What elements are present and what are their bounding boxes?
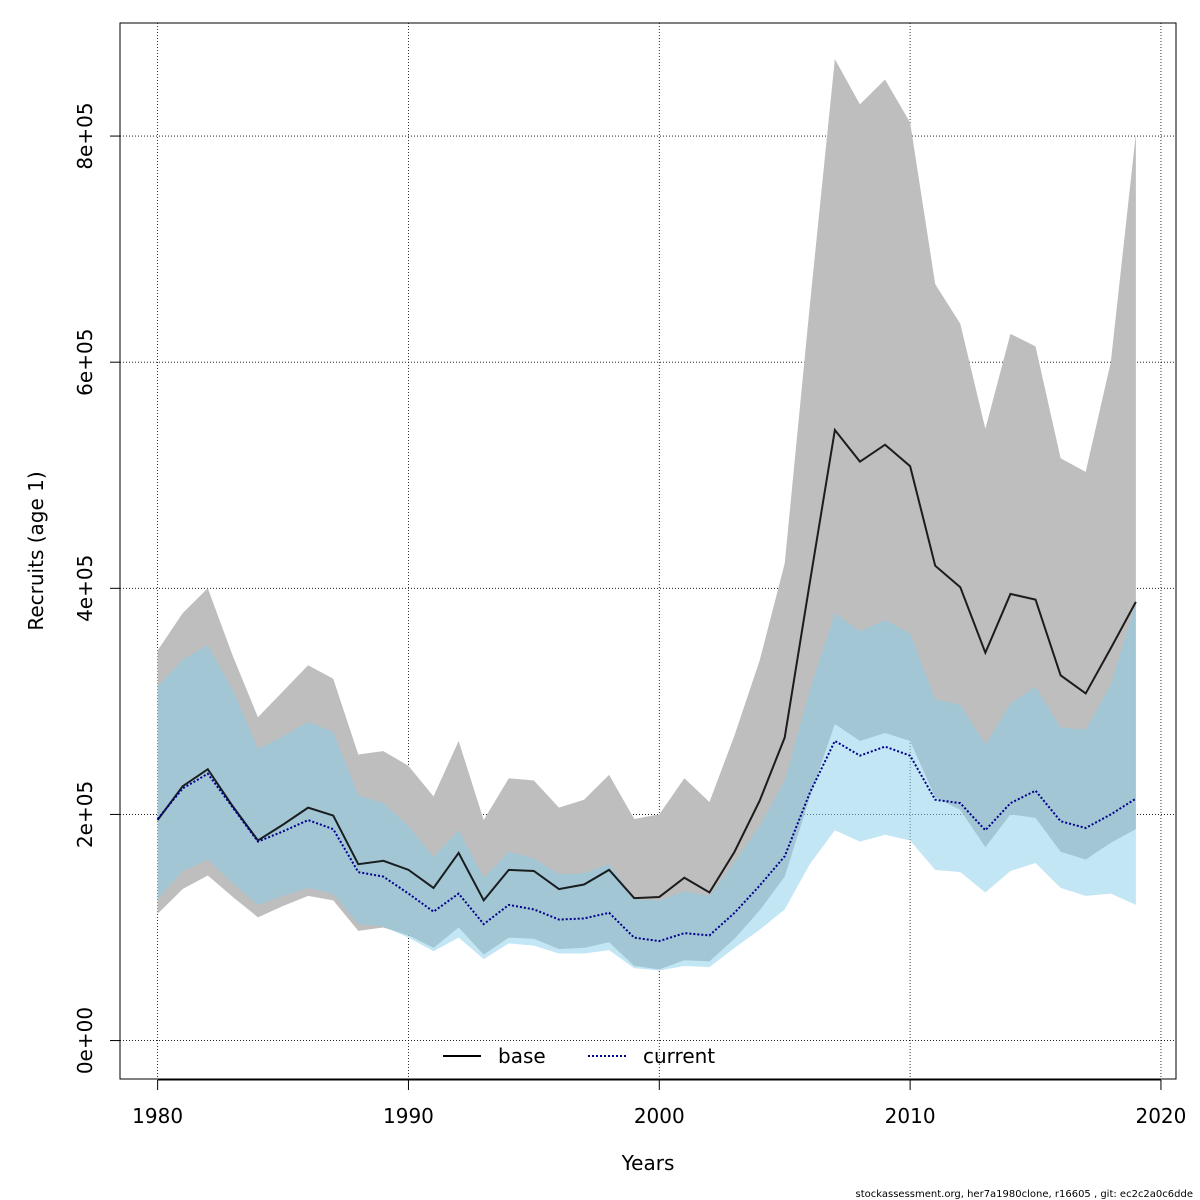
legend-current-label: current [643, 1044, 715, 1068]
x-axis-title: Years [621, 1151, 675, 1175]
y-tick-label-4: 8e+05 [73, 102, 97, 169]
y-tick-label-3: 6e+05 [73, 329, 97, 396]
line-current [156, 739, 1137, 943]
confidence-bands [157, 59, 1136, 971]
x-tick-label-2: 2000 [634, 1104, 685, 1128]
band-base [157, 59, 1136, 970]
axes: 1980 1990 2000 2010 2020 0e+00 2e+05 4e+05 6e+05… [73, 102, 1186, 1128]
x-tick-label-0: 1980 [132, 1104, 183, 1128]
footer-note: stockassessment.org, her7a1980clone, r16… [856, 1189, 1193, 1200]
y-tick-label-0: 0e+00 [73, 1007, 97, 1074]
legend: base current [443, 1044, 715, 1068]
band-current [157, 603, 1136, 971]
y-axis-title: Recruits (age 1) [24, 471, 48, 630]
x-tick-label-4: 2020 [1135, 1104, 1186, 1128]
series-lines [156, 427, 1137, 943]
x-tick-label-1: 1990 [383, 1104, 434, 1128]
legend-base-label: base [498, 1044, 546, 1068]
y-tick-label-1: 2e+05 [73, 781, 97, 848]
x-tick-label-3: 2010 [885, 1104, 936, 1128]
y-tick-label-2: 4e+05 [73, 555, 97, 622]
line-base [156, 427, 1137, 903]
